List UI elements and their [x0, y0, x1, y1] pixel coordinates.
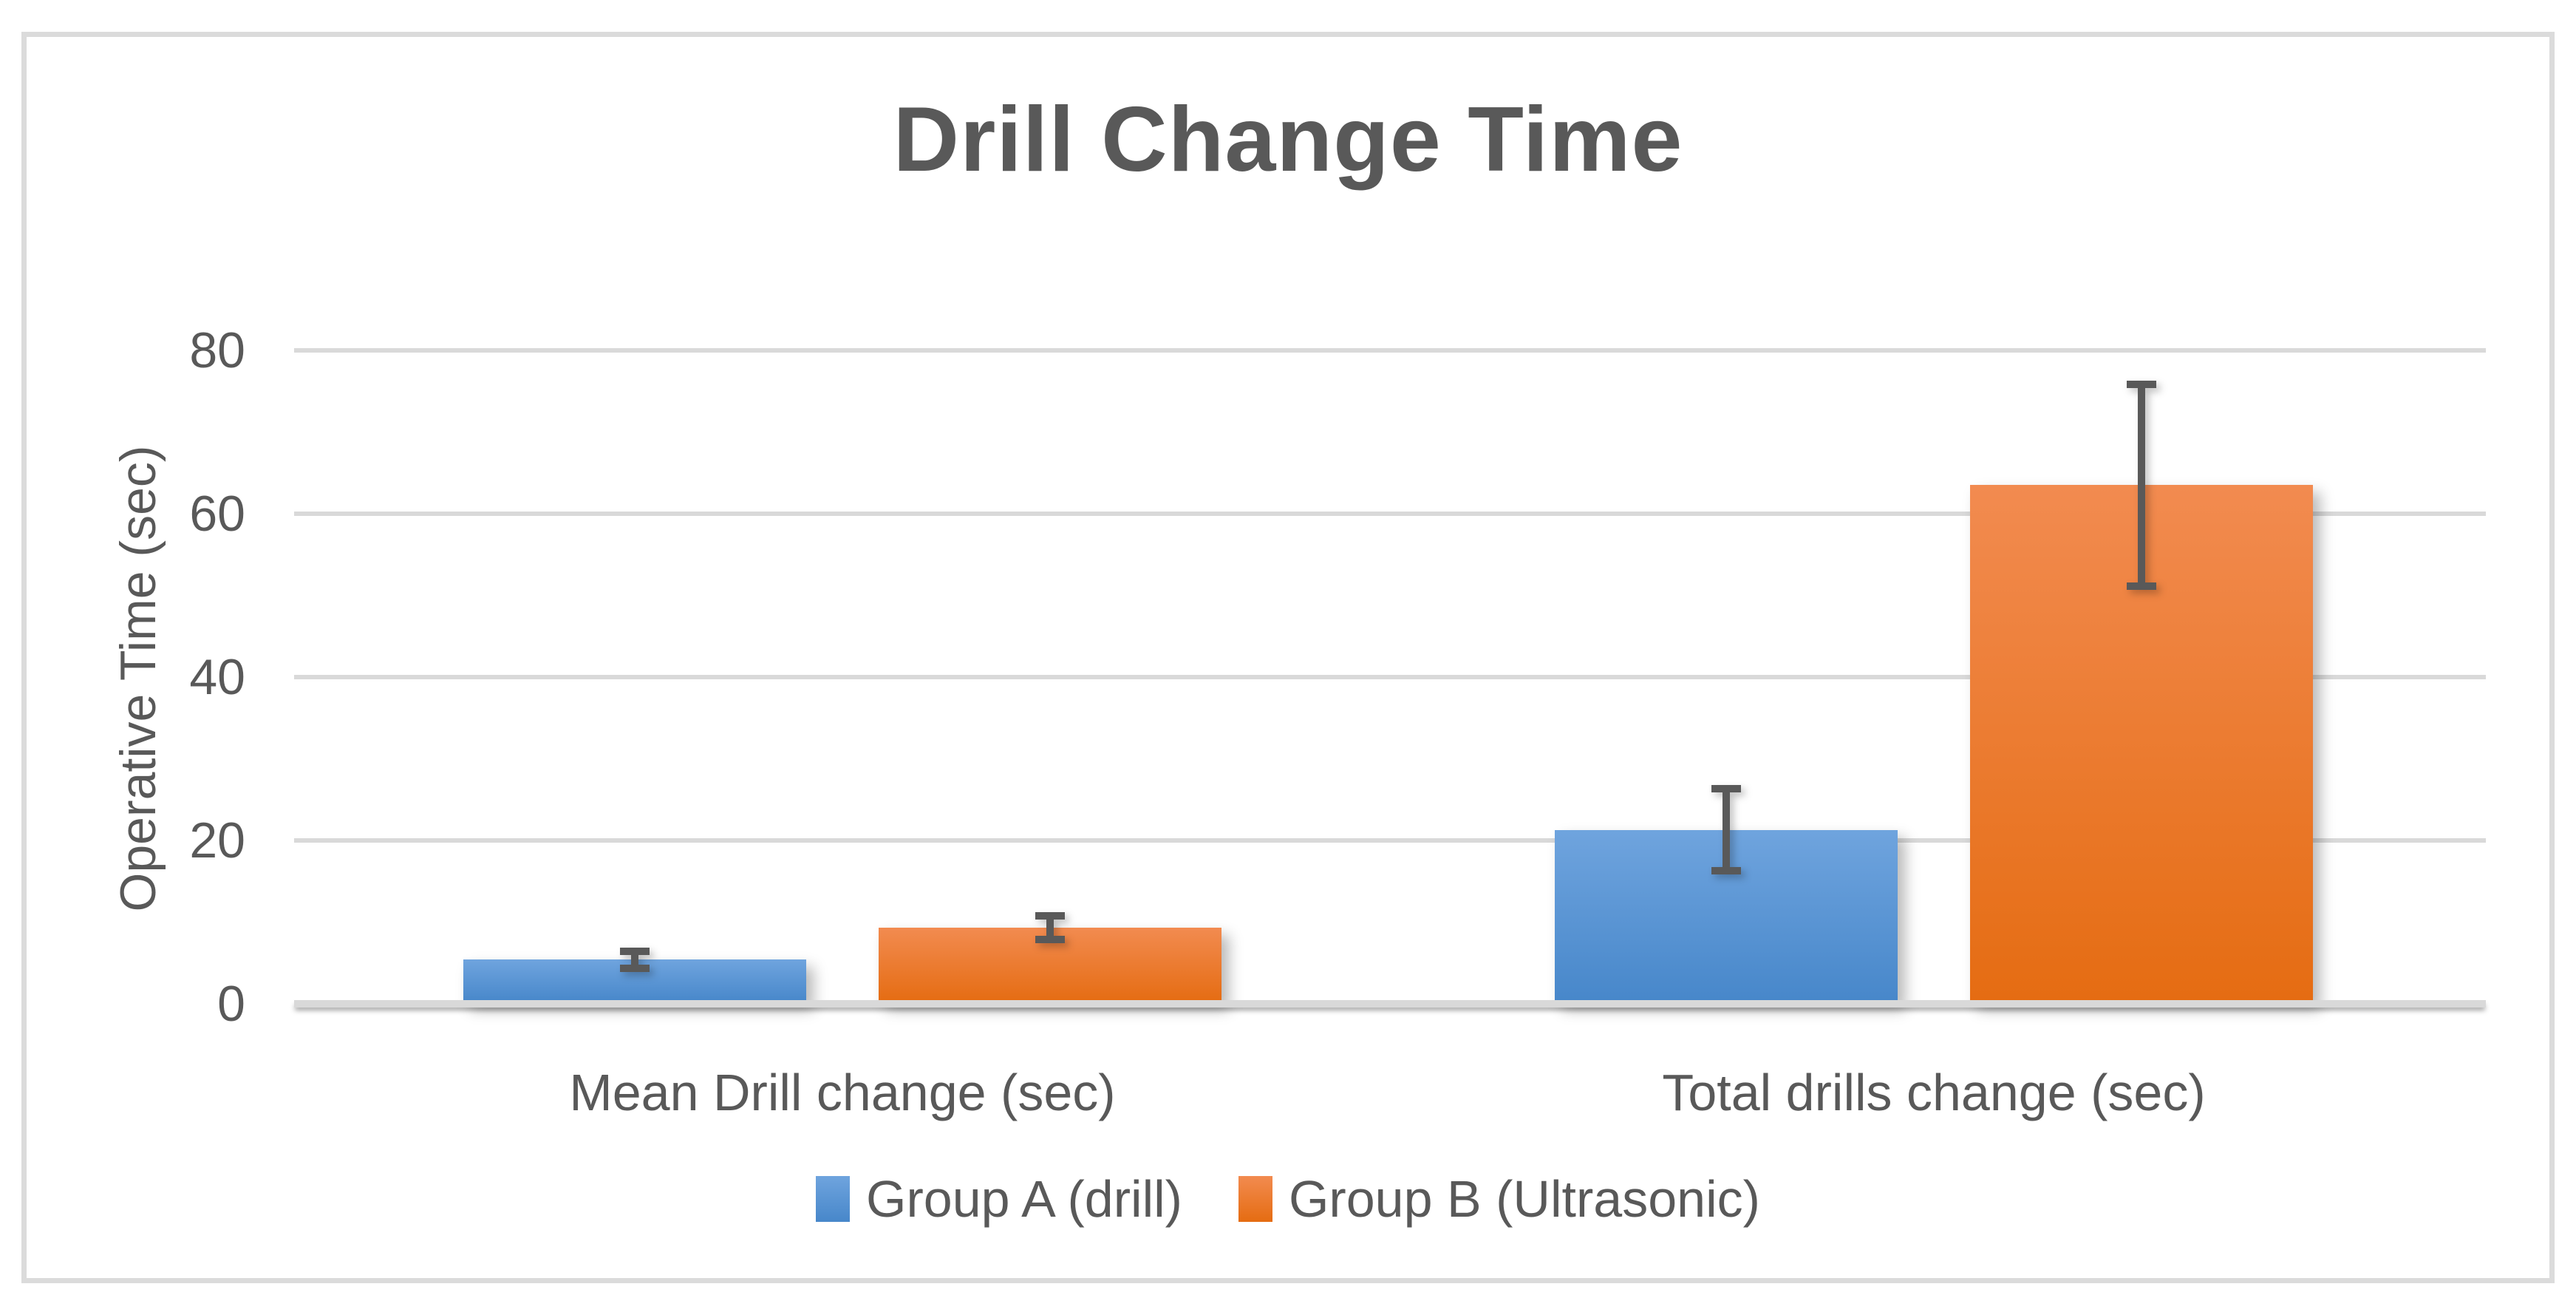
error-bar-line [1723, 784, 1730, 875]
legend-label-group-a: Group A (drill) [866, 1170, 1182, 1228]
gridline-60 [294, 512, 2486, 516]
error-bar-group-a-drill-mean-drill-change-sec [620, 947, 650, 972]
error-bar-bottom-cap [620, 964, 650, 972]
gridline-20 [294, 838, 2486, 843]
legend-swatch-group-a [816, 1176, 851, 1222]
error-bar-bottom-cap [1711, 867, 1741, 875]
gridline-80 [294, 348, 2486, 353]
legend-item-group-b: Group B (Ultrasonic) [1238, 1169, 1760, 1229]
error-bar-group-b-ultrasonic-mean-drill-change-sec [1035, 912, 1065, 944]
error-bar-line [2138, 380, 2145, 590]
x-axis-line [294, 1000, 2486, 1008]
error-bar-line [1046, 912, 1054, 944]
gridline-40 [294, 675, 2486, 679]
y-tick-label-0: 0 [217, 976, 245, 1032]
legend-item-group-a: Group A (drill) [816, 1169, 1182, 1229]
error-bar-bottom-cap [1035, 936, 1065, 944]
error-bar-line [631, 947, 638, 972]
category-label-mean-drill-change: Mean Drill change (sec) [569, 1064, 1116, 1121]
error-bar-group-b-ultrasonic-total-drills-change-sec [2127, 380, 2156, 590]
legend-swatch-group-b [1238, 1176, 1272, 1222]
y-tick-label-60: 60 [189, 486, 245, 542]
legend-label-group-b: Group B (Ultrasonic) [1288, 1170, 1760, 1228]
y-tick-label-80: 80 [189, 322, 245, 378]
category-label-total-drills-change: Total drills change (sec) [1662, 1064, 2206, 1121]
y-tick-label-20: 20 [189, 812, 245, 869]
chart-title: Drill Change Time [893, 89, 1683, 191]
y-tick-label-40: 40 [189, 649, 245, 705]
error-bar-bottom-cap [2127, 582, 2156, 590]
error-bar-group-a-drill-total-drills-change-sec [1711, 784, 1741, 875]
legend: Group A (drill) Group B (Ultrasonic) [0, 1169, 2576, 1229]
